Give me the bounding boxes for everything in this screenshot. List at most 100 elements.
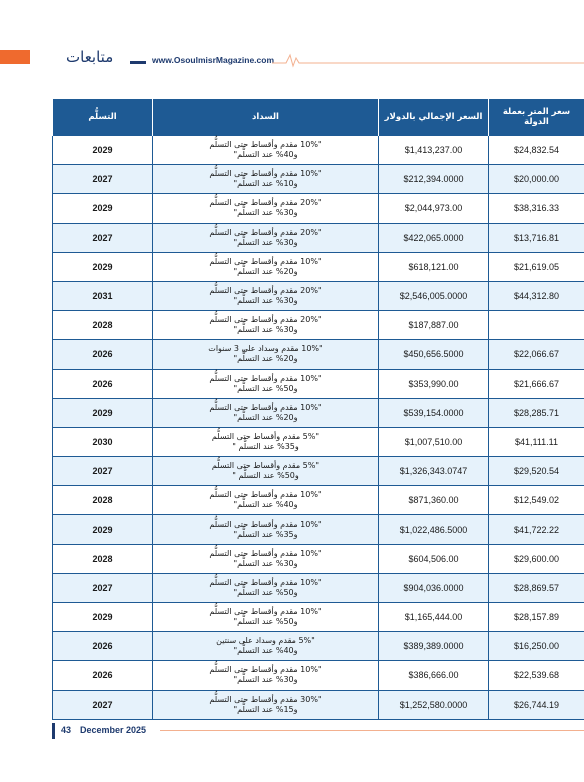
section-title: متابعات [66,48,114,66]
projects-table: سعر المتر بعملة الدولة السعر الإجمالي با… [52,99,584,720]
cell-delivery-year: 2029 [52,397,153,428]
table-row: $28,285.71 $539,154.0000 "10% مقدم وأقساط … [52,397,584,428]
cell-price-per-meter: $41,722.22 [488,514,584,545]
cell-delivery-year: 2027 [52,164,153,195]
payment-line-2: و50% عند التسلُّم " [232,471,299,481]
table-row: $28,157.89 $1,165,444.00 "10% مقدم وأقساط … [52,601,584,633]
cell-payment: "10% مقدم وأقساط حتى التسلُّم و10% عند ال… [152,164,379,195]
header-price-per-meter: سعر المتر بعملة الدولة [488,99,584,136]
cell-payment: "20% مقدم وأقساط حتى التسلُّم و30% عند ال… [152,193,379,224]
table-row: $22,066.67 $450,656.5000 "10% مقدم وسداد ع… [52,339,584,370]
cell-payment: "5% مقدم وسداد على سنتين و40% عند التسلُّ… [152,631,379,662]
cell-payment: "10% مقدم وأقساط حتى التسلُّم و30% عند ال… [152,660,379,691]
payment-line-2: و30% عند التسلُّم" [233,296,298,306]
cell-price-per-meter: $20,000.00 [488,164,584,195]
payment-line-1: "10% مقدم وأقساط حتى التسلُّم [209,607,322,617]
cell-price-per-meter: $26,744.19 [488,689,584,720]
table-row: $41,111.11 $1,007,510.00 "5% مقدم وأقساط ح… [52,426,584,458]
header-total-usd: السعر الإجمالي بالدولار [378,99,489,136]
cell-total-usd: $353,990.00 [378,368,489,399]
cell-total-usd: $389,389.0000 [378,631,489,662]
page-number: 43 [61,725,72,735]
cell-price-per-meter: $29,600.00 [488,543,584,574]
cell-delivery-year: 2028 [52,543,153,574]
cell-total-usd: $1,326,343.0747 [378,456,489,487]
payment-line-2: و40% عند التسلُّم" [233,646,298,656]
table-row: $21,619.05 $618,121.00 "10% مقدم وأقساط حت… [52,251,584,282]
cell-total-usd: $1,165,444.00 [378,601,489,633]
payment-line-1: "10% مقدم وأقساط حتى التسلُّم [209,490,322,500]
table-row: $24,832.54 $1,413,237.00 "10% مقدم وأقساط … [52,134,584,166]
payment-line-2: و40% عند التسلُّم" [233,150,298,160]
payment-line-2: و30% عند التسلُّم" [233,237,298,247]
payment-line-2: و15% عند التسلُّم" [233,704,298,714]
table-row: $22,539.68 $386,666.00 "10% مقدم وأقساط حت… [52,660,584,691]
cell-price-per-meter: $12,549.02 [488,485,584,516]
projects-table-container: سعر المتر بعملة الدولة السعر الإجمالي با… [52,99,584,720]
cell-total-usd: $904,036.0000 [378,572,489,604]
payment-line-2: و40% عند التسلُّم" [233,500,298,510]
cell-price-per-meter: $38,316.33 [488,193,584,224]
cell-total-usd: $871,360.00 [378,485,489,516]
cell-delivery-year: 2030 [52,426,153,458]
cell-total-usd: $539,154.0000 [378,397,489,428]
payment-line-1: "20% مقدم وأقساط حتى التسلُّم [209,315,322,325]
issue-date: December 2025 [80,725,147,735]
cell-total-usd: $187,887.00 [378,310,489,341]
cell-delivery-year: 2027 [52,456,153,487]
payment-line-2: و30% عند التسلُّم" [233,208,298,218]
cell-total-usd: $2,044,973.00 [378,193,489,224]
cell-delivery-year: 2026 [52,660,153,691]
cell-payment: "5% مقدم وأقساط حتى التسلُّم و35% عند الت… [152,426,379,458]
cell-price-per-meter: $28,157.89 [488,601,584,633]
cell-total-usd: $212,394.0000 [378,164,489,195]
table-row: $26,744.19 $1,252,580.0000 "30% مقدم وأقسا… [52,689,584,720]
payment-line-1: "10% مقدم وأقساط حتى التسلُّم [209,256,322,266]
cell-total-usd: $604,506.00 [378,543,489,574]
cell-price-per-meter: $22,066.67 [488,339,584,370]
cell-total-usd: $422,065.0000 [378,222,489,253]
cell-total-usd: $450,656.5000 [378,339,489,370]
payment-line-2: و50% عند التسلُّم" [233,587,298,597]
cell-price-per-meter: $28,285.71 [488,397,584,428]
table-row: $13,716.81 $422,065.0000 "20% مقدم وأقساط … [52,222,584,253]
payment-line-2: و20% عند التسلُّم" [233,354,298,364]
cell-delivery-year: 2026 [52,368,153,399]
payment-line-2: و50% عند التسلُّم" [233,383,298,393]
pulse-line-decoration [272,53,584,68]
cell-delivery-year: 2031 [52,280,153,312]
cell-delivery-year: 2026 [52,631,153,662]
cell-total-usd: $386,666.00 [378,660,489,691]
payment-line-1: "10% مقدم وأقساط حتى التسلُّم [209,577,322,587]
cell-price-per-meter: $22,539.68 [488,660,584,691]
website-link[interactable]: www.OsoulmisrMagazine.com [152,55,275,65]
payment-line-2: و50% عند التسلُّم" [233,617,298,627]
payment-line-1: "5% مقدم وسداد على سنتين [216,636,315,646]
footer-divider [160,730,584,731]
cell-delivery-year: 2029 [52,251,153,282]
table-row: $20,000.00 $212,394.0000 "10% مقدم وأقساط … [52,164,584,195]
table-row: $12,549.02 $871,360.00 "10% مقدم وأقساط حت… [52,485,584,516]
payment-line-2: و20% عند التسلُّم" [233,412,298,422]
cell-delivery-year: 2027 [52,572,153,604]
payment-line-2: و30% عند التسلُّم" [233,675,298,685]
cell-price-per-meter: $13,716.81 [488,222,584,253]
header-delivery: التسلُّم [52,99,153,136]
table-row: $29,600.00 $604,506.00 "10% مقدم وأقساط حت… [52,543,584,574]
payment-line-1: "10% مقدم وأقساط حتى التسلُّم [209,169,322,179]
cell-payment: "10% مقدم وأقساط حتى التسلُّم و30% عند ال… [152,543,379,574]
header-dash [130,61,146,64]
cell-delivery-year: 2029 [52,134,153,166]
payment-line-2: و35% عند التسلُّم" [233,529,298,539]
cell-payment: "10% مقدم وأقساط حتى التسلُّم و35% عند ال… [152,514,379,545]
cell-total-usd: $1,022,486.5000 [378,514,489,545]
cell-delivery-year: 2028 [52,310,153,341]
cell-payment: "10% مقدم وأقساط حتى التسلُّم و20% عند ال… [152,397,379,428]
cell-payment: "10% مقدم وأقساط حتى التسلُّم و40% عند ال… [152,485,379,516]
payment-line-1: "10% مقدم وأقساط حتى التسلُّم [209,519,322,529]
cell-total-usd: $618,121.00 [378,251,489,282]
cell-total-usd: $1,252,580.0000 [378,689,489,720]
cell-price-per-meter: $21,666.67 [488,368,584,399]
cell-payment: "10% مقدم وأقساط حتى التسلُّم و20% عند ال… [152,251,379,282]
payment-line-1: "5% مقدم وأقساط حتى التسلُّم [211,431,320,441]
